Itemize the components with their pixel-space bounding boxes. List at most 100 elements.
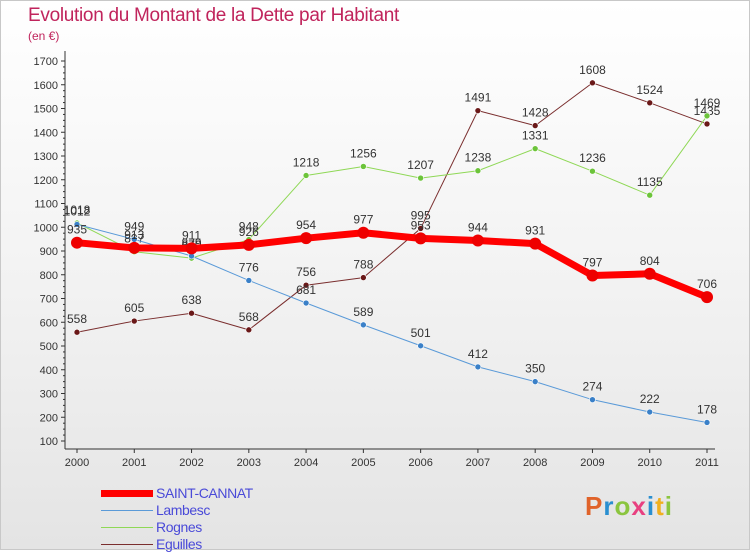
data-label-saint-cannat: 926 bbox=[239, 225, 259, 239]
data-label-rognes: 1018 bbox=[64, 203, 91, 217]
data-point-rognes bbox=[703, 112, 711, 120]
y-tick-label: 700 bbox=[40, 294, 58, 306]
data-label-saint-cannat: 931 bbox=[525, 224, 545, 238]
data-point-lambesc bbox=[646, 408, 654, 416]
y-tick-label: 1700 bbox=[34, 56, 58, 68]
y-tick-label: 1500 bbox=[34, 104, 58, 116]
legend-swatch-saint-cannat bbox=[101, 490, 153, 497]
data-point-lambesc bbox=[302, 299, 310, 307]
data-label-eguilles: 1435 bbox=[694, 104, 721, 118]
y-tick-label: 200 bbox=[40, 412, 58, 424]
data-label-rognes: 1218 bbox=[293, 155, 320, 169]
data-label-saint-cannat: 911 bbox=[182, 228, 201, 242]
data-label-rognes: 1207 bbox=[407, 158, 434, 172]
data-label-rognes: 1236 bbox=[579, 151, 606, 165]
data-point-eguilles bbox=[417, 225, 424, 232]
data-label-lambesc: 501 bbox=[411, 326, 431, 340]
y-tick-label: 1200 bbox=[34, 175, 58, 187]
data-label-eguilles: 605 bbox=[124, 301, 144, 315]
data-label-eguilles: 788 bbox=[353, 258, 373, 272]
data-label-saint-cannat: 804 bbox=[640, 254, 660, 268]
logo-letter: o bbox=[614, 491, 632, 521]
y-tick-label: 1600 bbox=[34, 80, 58, 92]
data-point-rognes bbox=[360, 163, 367, 170]
series-line-eguilles bbox=[76, 82, 708, 333]
data-label-lambesc: 949 bbox=[124, 219, 144, 233]
data-point-lambesc bbox=[417, 342, 424, 350]
data-label-lambesc: 589 bbox=[353, 305, 373, 319]
data-point-rognes bbox=[589, 167, 596, 175]
x-tick-label: 2007 bbox=[466, 457, 490, 469]
data-label-saint-cannat: 913 bbox=[124, 228, 144, 242]
proxiti-logo: Proxiti bbox=[585, 491, 673, 522]
data-point-saint-cannat bbox=[586, 269, 599, 282]
data-label-lambesc: 412 bbox=[468, 347, 488, 361]
data-label-rognes: 1256 bbox=[350, 146, 377, 160]
data-label-saint-cannat: 797 bbox=[582, 255, 602, 269]
x-tick-label: 2008 bbox=[523, 457, 547, 469]
data-point-saint-cannat bbox=[701, 291, 713, 304]
data-label-lambesc: 350 bbox=[525, 362, 545, 376]
y-tick-label: 600 bbox=[40, 317, 58, 329]
data-label-rognes: 1135 bbox=[637, 175, 663, 189]
data-point-saint-cannat bbox=[471, 234, 484, 247]
legend-label-rognes: Rognes bbox=[156, 519, 202, 535]
data-point-rognes bbox=[302, 172, 310, 179]
data-label-lambesc: 222 bbox=[640, 392, 660, 406]
data-point-rognes bbox=[417, 174, 424, 182]
legend-label-lambesc: Lambesc bbox=[156, 502, 211, 518]
data-point-saint-cannat bbox=[529, 237, 542, 250]
data-point-lambesc bbox=[474, 363, 482, 371]
y-tick-label: 500 bbox=[40, 341, 58, 353]
data-point-eguilles bbox=[188, 309, 195, 317]
x-tick-label: 2002 bbox=[179, 457, 203, 469]
data-point-saint-cannat bbox=[128, 241, 141, 254]
data-point-lambesc bbox=[531, 378, 539, 385]
data-point-eguilles bbox=[130, 317, 138, 325]
data-point-saint-cannat bbox=[185, 242, 198, 255]
data-label-saint-cannat: 977 bbox=[353, 213, 373, 227]
x-tick-label: 2000 bbox=[65, 457, 89, 469]
logo-letter: i bbox=[646, 491, 656, 521]
data-label-eguilles: 995 bbox=[411, 208, 431, 222]
data-point-eguilles bbox=[589, 79, 596, 87]
series-line-lambesc bbox=[76, 223, 708, 423]
data-label-saint-cannat: 944 bbox=[468, 221, 488, 235]
data-point-saint-cannat bbox=[300, 232, 313, 245]
data-point-eguilles bbox=[245, 326, 253, 334]
chart-title: Evolution du Montant de la Dette par Hab… bbox=[28, 5, 399, 26]
data-point-rognes bbox=[474, 167, 482, 175]
data-label-lambesc: 776 bbox=[239, 260, 259, 274]
series-line-saint-cannat bbox=[73, 229, 711, 301]
data-point-eguilles bbox=[302, 281, 310, 289]
y-tick-label: 1100 bbox=[34, 199, 58, 211]
data-label-rognes: 1331 bbox=[522, 129, 549, 143]
y-tick-label: 900 bbox=[40, 246, 58, 258]
data-label-rognes: 948 bbox=[239, 220, 259, 234]
logo-letter: P bbox=[585, 491, 604, 521]
data-label-lambesc: 274 bbox=[582, 380, 602, 394]
data-label-eguilles: 1524 bbox=[636, 83, 663, 97]
data-point-eguilles bbox=[703, 120, 711, 128]
data-label-eguilles: 638 bbox=[182, 293, 202, 307]
data-label-saint-cannat: 954 bbox=[296, 218, 316, 232]
y-tick-label: 1300 bbox=[34, 151, 58, 163]
logo-letter: r bbox=[603, 491, 615, 521]
y-tick-label: 1400 bbox=[34, 127, 58, 139]
data-label-eguilles: 1608 bbox=[579, 63, 606, 77]
y-tick-label: 100 bbox=[40, 436, 58, 448]
data-point-eguilles bbox=[531, 122, 539, 129]
x-tick-label: 2006 bbox=[408, 457, 432, 469]
data-label-eguilles: 558 bbox=[67, 312, 87, 326]
data-label-eguilles: 1428 bbox=[522, 106, 549, 120]
x-tick-label: 2011 bbox=[695, 457, 719, 469]
data-point-lambesc bbox=[589, 396, 596, 403]
data-label-lambesc: 1012 bbox=[64, 204, 91, 218]
data-point-rognes bbox=[646, 191, 654, 199]
series-line-rognes bbox=[76, 115, 708, 259]
data-point-eguilles bbox=[474, 107, 482, 114]
data-label-saint-cannat: 935 bbox=[67, 223, 87, 237]
data-label-lambesc: 178 bbox=[697, 402, 717, 416]
